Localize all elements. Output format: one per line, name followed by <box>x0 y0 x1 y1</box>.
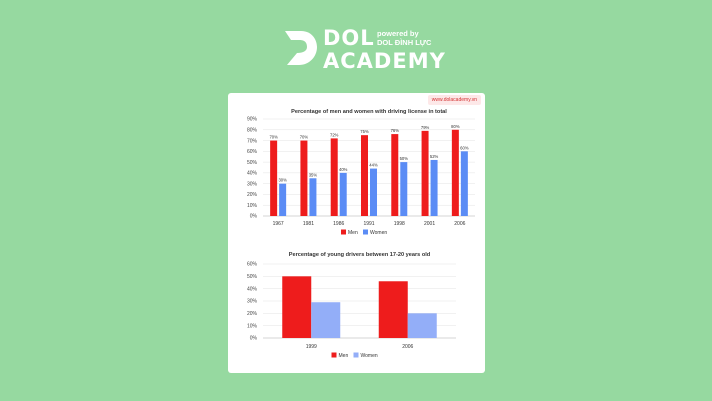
data-label-women: 30% <box>278 178 287 183</box>
y-tick-label: 0% <box>250 336 258 342</box>
x-tick-label: 1981 <box>303 221 314 227</box>
data-label-women: 35% <box>309 172 318 177</box>
bar-women <box>370 168 377 216</box>
tagline-dol-dinh-luc: DOL ĐÌNH LỰC <box>377 38 432 47</box>
chart-title: Percentage of young drivers between 17-2… <box>289 252 431 258</box>
brand-academy: ACADEMY <box>323 49 446 73</box>
x-tick-label: 1986 <box>333 221 344 227</box>
data-label-men: 79% <box>421 125 430 130</box>
legend-swatch-men <box>341 229 346 235</box>
data-label-men: 72% <box>330 132 339 137</box>
y-tick-label: 20% <box>247 192 258 198</box>
bar-women <box>407 313 437 338</box>
y-tick-label: 80% <box>247 127 258 133</box>
bar-women <box>279 183 287 216</box>
legend-label-women: Women <box>370 230 387 236</box>
bar-men <box>361 135 368 216</box>
brand-header: DOL ACADEMY powered by DOL ĐÌNH LỰC <box>283 26 446 73</box>
x-tick-label: 2001 <box>424 221 435 227</box>
y-tick-label: 50% <box>247 274 258 280</box>
bar-men <box>421 130 429 216</box>
bar-men <box>282 276 312 338</box>
bar-women <box>309 178 317 216</box>
y-tick-label: 20% <box>247 311 258 317</box>
y-tick-label: 60% <box>247 149 258 155</box>
legend-swatch-women <box>363 229 368 235</box>
x-tick-label: 1991 <box>363 221 374 227</box>
charts-svg: Percentage of men and women with driving… <box>247 109 475 359</box>
url-badge[interactable]: www.dolacademy.vn <box>427 95 481 105</box>
bar-women <box>311 302 341 338</box>
tagline: powered by DOL ĐÌNH LỰC <box>377 29 447 47</box>
legend-swatch-men <box>331 352 337 358</box>
tagline-powered-by: powered by <box>377 29 419 38</box>
y-tick-label: 40% <box>247 171 258 177</box>
bar-women <box>460 151 468 216</box>
x-tick-label: 1998 <box>394 221 405 227</box>
x-tick-label: 1999 <box>306 344 317 350</box>
data-label-men: 70% <box>300 135 309 140</box>
legend-swatch-women <box>353 352 359 358</box>
data-label-men: 76% <box>391 128 400 133</box>
data-label-men: 70% <box>269 135 278 140</box>
y-tick-label: 10% <box>247 203 258 209</box>
legend-label-women: Women <box>361 353 378 359</box>
bar-men <box>330 138 338 216</box>
dol-logo-icon <box>285 31 317 65</box>
bar-men <box>270 140 278 216</box>
brand-dol: DOL <box>323 26 375 50</box>
data-label-women: 60% <box>460 145 469 150</box>
x-tick-label: 2006 <box>402 344 413 350</box>
y-tick-label: 60% <box>247 262 258 268</box>
y-tick-label: 10% <box>247 323 258 329</box>
bar-women <box>339 172 347 216</box>
bar-men <box>391 134 399 216</box>
y-tick-label: 0% <box>250 214 258 220</box>
data-label-women: 52% <box>430 154 439 159</box>
chart-title: Percentage of men and women with driving… <box>291 109 447 115</box>
data-label-women: 40% <box>339 167 348 172</box>
bar-women <box>430 159 438 216</box>
x-tick-label: 1967 <box>273 221 284 227</box>
bar-men <box>300 140 308 216</box>
legend-label-men: Men <box>339 353 349 359</box>
chart-card: www.dolacademy.vn Percentage of men and … <box>228 93 485 373</box>
data-label-men: 75% <box>360 129 369 134</box>
bar-men <box>451 129 459 216</box>
y-tick-label: 90% <box>247 117 258 123</box>
legend-label-men: Men <box>348 230 358 236</box>
y-tick-label: 50% <box>247 160 258 166</box>
x-tick-label: 2006 <box>454 221 465 227</box>
y-tick-label: 70% <box>247 138 258 144</box>
data-label-women: 44% <box>369 163 378 168</box>
bar-men <box>378 281 408 338</box>
bar-women <box>400 162 408 216</box>
y-tick-label: 30% <box>247 181 258 187</box>
y-tick-label: 30% <box>247 299 258 305</box>
data-label-men: 80% <box>451 124 460 129</box>
y-tick-label: 40% <box>247 286 258 292</box>
data-label-women: 50% <box>400 156 409 161</box>
